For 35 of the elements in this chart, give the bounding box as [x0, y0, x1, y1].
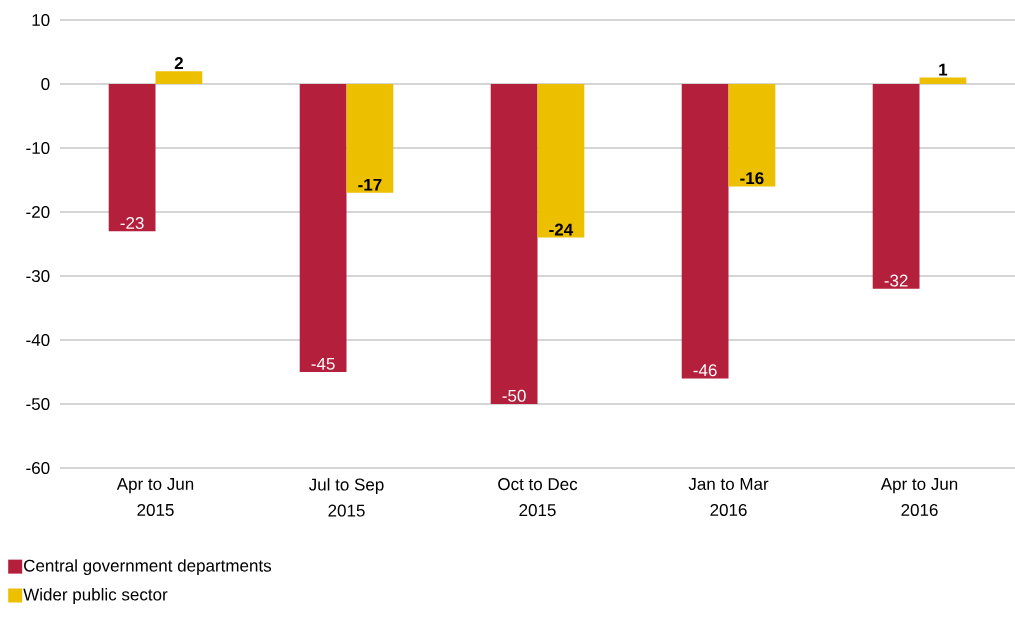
bar [299, 84, 347, 372]
y-tick-label: 10 [32, 13, 50, 27]
data-label: -24 [549, 223, 574, 236]
data-label: -50 [502, 389, 526, 402]
bar [490, 84, 538, 404]
x-tick-label: Jan to Mar 2016 [688, 478, 769, 516]
legend-label: Central government departments [24, 559, 272, 576]
bar [728, 84, 776, 187]
data-label: -32 [884, 274, 908, 287]
bar [155, 71, 203, 84]
data-label: 1 [939, 63, 948, 76]
legend-label: Wider public sector [23, 588, 168, 604]
data-label: -45 [311, 357, 335, 370]
y-tick-label: -40 [26, 333, 50, 347]
bar [681, 84, 729, 379]
y-tick-label: -50 [26, 397, 50, 411]
y-tick-label: -60 [26, 461, 50, 475]
x-tick-label: Apr to Jun 2015 [116, 478, 194, 516]
x-tick-label: Jul to Sep 2015 [308, 478, 384, 517]
x-tick-label: Apr to Jun 2016 [880, 478, 958, 516]
data-label: -16 [740, 172, 764, 185]
y-tick-label: -20 [26, 205, 50, 219]
bar [346, 84, 394, 193]
bar [108, 84, 156, 232]
data-label: -23 [120, 216, 144, 230]
y-tick-label: -30 [26, 269, 50, 283]
data-label: -46 [693, 364, 717, 377]
y-tick-label: 0 [41, 77, 50, 91]
data-label: 2 [174, 57, 183, 69]
x-tick-label: Oct to Dec 2015 [498, 478, 578, 517]
bar [919, 77, 967, 84]
y-tick-label: -10 [26, 141, 50, 155]
data-label: -17 [358, 178, 382, 191]
bar [537, 84, 585, 238]
bar [872, 84, 920, 289]
